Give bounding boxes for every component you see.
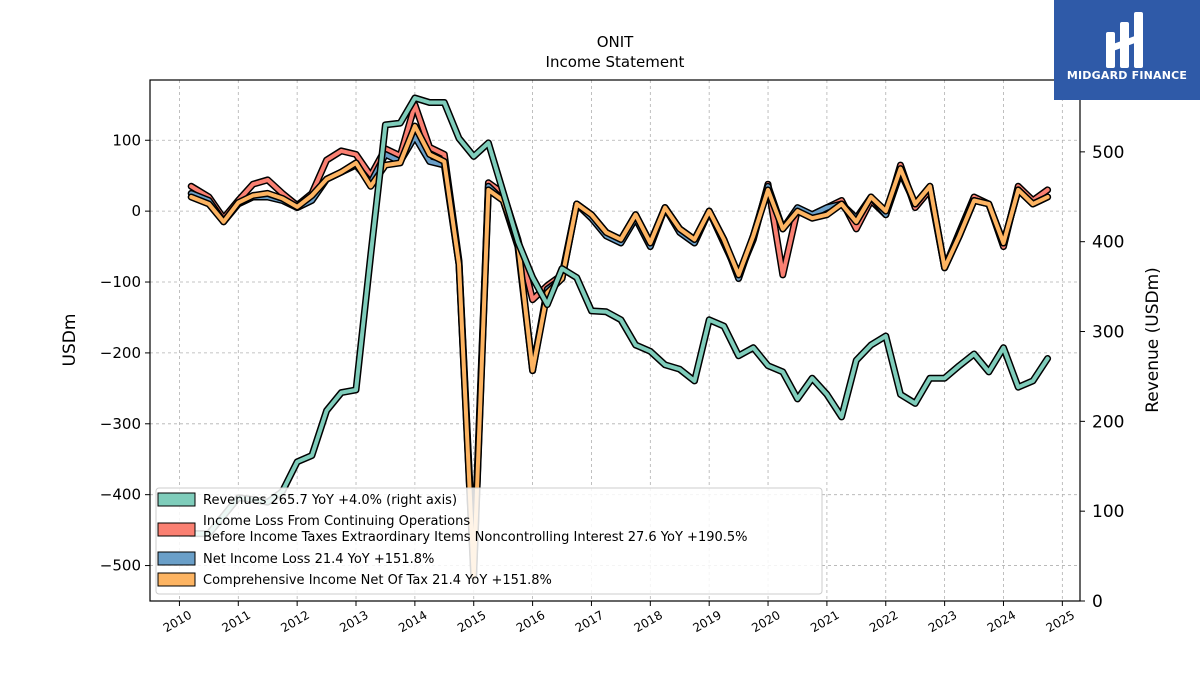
legend-label-net-income: Net Income Loss 21.4 YoY +151.8% (203, 552, 434, 567)
legend-box (155, 487, 823, 595)
plot-frame (149, 79, 1081, 602)
legend-swatch-pretax-income (157, 522, 196, 537)
legend-label-pretax-income-line1: Income Loss From Continuing Operations (203, 514, 470, 529)
x-tick-label: 2017 (573, 608, 606, 635)
x-tick-label: 2013 (337, 608, 370, 635)
x-tick-label: 2014 (396, 608, 429, 635)
y-axis-label-left: USDm (60, 314, 80, 367)
revenues-line (189, 96, 1050, 536)
x-tick-label: 2012 (278, 608, 311, 635)
revenues-line-outline (187, 94, 1052, 538)
x-tick-label: 2015 (455, 608, 488, 635)
y-tick-label-right: 300 (1092, 323, 1124, 343)
y-tick-label-right: 0 (1092, 592, 1103, 612)
x-tick-label: 2020 (749, 608, 782, 635)
y-tick-label-right: 500 (1092, 143, 1124, 163)
y-tick-label-left: −400 (100, 486, 141, 504)
logo-text: MIDGARD FINANCE (1066, 69, 1188, 82)
y-tick-label-left: −100 (100, 273, 141, 291)
x-tick-label: 2016 (514, 608, 547, 635)
logo-mark-icon (1106, 12, 1143, 68)
y-axis-label-right: Revenue (USDm) (1143, 267, 1163, 413)
x-tick-label: 2011 (220, 608, 253, 635)
y-tick-label-left: −300 (100, 415, 141, 433)
comprehensive-income-line (189, 124, 1050, 579)
y-tick-label-right: 200 (1092, 412, 1124, 432)
y-tick-label-left: 0 (131, 202, 141, 220)
legend-swatch-comprehensive-income (157, 572, 196, 587)
x-tick-label: 2022 (867, 608, 900, 635)
chart-title: ONIT (597, 33, 634, 51)
y-tick-label-left: −200 (100, 344, 141, 362)
legend-swatch-net-income (157, 551, 196, 566)
x-tick-label: 2024 (985, 608, 1018, 635)
legend-swatch-revenues (157, 492, 196, 507)
x-tick-label: 2025 (1044, 608, 1077, 635)
y-tick-label-left: 100 (112, 131, 141, 149)
x-tick-label: 2010 (161, 608, 194, 635)
legend-label-comprehensive-income: Comprehensive Income Net Of Tax 21.4 YoY… (203, 573, 552, 588)
y-tick-label-right: 100 (1092, 502, 1124, 522)
legend-label-pretax-income-line2: Before Income Taxes Extraordinary Items … (203, 530, 748, 545)
chart-subtitle: Income Statement (546, 53, 685, 71)
legend: Revenues 265.7 YoY +4.0% (right axis) In… (155, 487, 823, 595)
x-tick-label: 2018 (632, 608, 665, 635)
midgard-finance-logo: MIDGARD FINANCE (1054, 0, 1200, 100)
series-layer (187, 94, 1052, 580)
x-tick-label: 2021 (808, 608, 841, 635)
legend-label-revenues: Revenues 265.7 YoY +4.0% (right axis) (203, 493, 457, 508)
y-tick-label-right: 400 (1092, 233, 1124, 253)
x-tick-label: 2019 (690, 608, 723, 635)
y-tick-label-left: −500 (100, 557, 141, 575)
x-tick-label: 2023 (926, 608, 959, 635)
